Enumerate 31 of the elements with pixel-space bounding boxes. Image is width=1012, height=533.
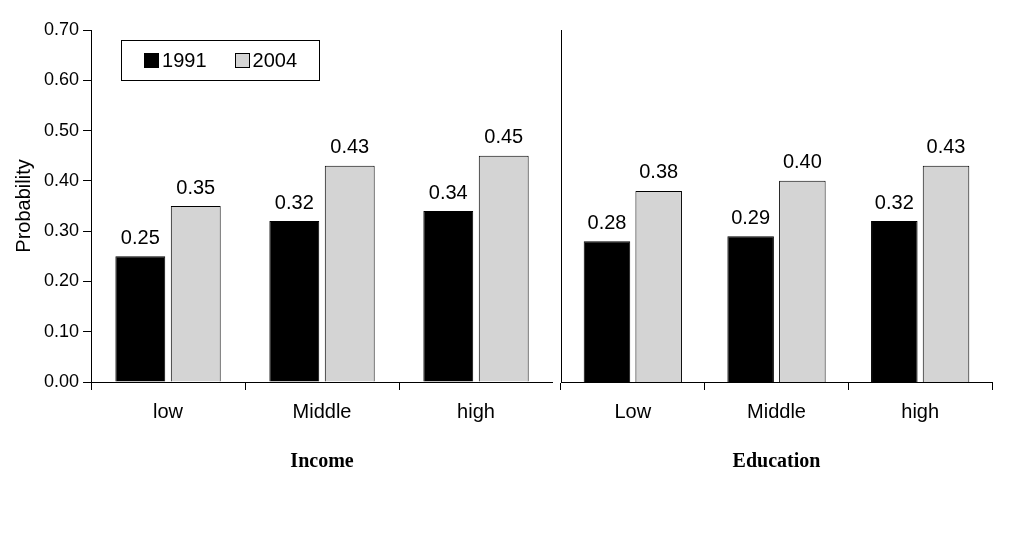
y-tick-label: 0.10 bbox=[43, 320, 80, 341]
data-label: 0.28 bbox=[587, 210, 627, 233]
legend-label: 2004 bbox=[252, 49, 298, 72]
data-label: 0.43 bbox=[330, 135, 370, 158]
y-tick-label: 0.70 bbox=[43, 18, 80, 39]
y-tick-label: 0.50 bbox=[43, 119, 80, 140]
data-label: 0.32 bbox=[274, 190, 314, 213]
data-label: 0.38 bbox=[639, 160, 679, 183]
x-tick-label: low bbox=[153, 399, 184, 422]
x-tick-label: Low bbox=[614, 399, 652, 422]
y-tick-label: 0.40 bbox=[43, 169, 80, 190]
data-label: 0.29 bbox=[731, 205, 771, 228]
data-label: 0.34 bbox=[428, 180, 468, 203]
data-label: 0.35 bbox=[176, 175, 216, 198]
x-tick-label: Middle bbox=[292, 399, 352, 422]
data-label: 0.43 bbox=[926, 135, 966, 158]
data-label: 0.45 bbox=[484, 125, 524, 148]
y-tick-label: 0.60 bbox=[43, 69, 80, 90]
data-label: 0.40 bbox=[782, 150, 822, 173]
y-axis-title: Probability bbox=[11, 159, 34, 253]
y-tick-label: 0.00 bbox=[43, 370, 80, 391]
x-axis-title: Income bbox=[290, 449, 354, 472]
x-tick-label: high bbox=[457, 399, 495, 422]
y-tick-label: 0.30 bbox=[43, 220, 80, 241]
legend-label: 1991 bbox=[162, 49, 207, 72]
x-tick-label: high bbox=[901, 399, 940, 422]
x-axis-title: Education bbox=[732, 449, 821, 472]
x-tick-label: Middle bbox=[747, 399, 806, 422]
data-label: 0.32 bbox=[874, 190, 914, 213]
y-tick-label: 0.20 bbox=[43, 270, 80, 291]
data-label: 0.25 bbox=[120, 225, 160, 248]
